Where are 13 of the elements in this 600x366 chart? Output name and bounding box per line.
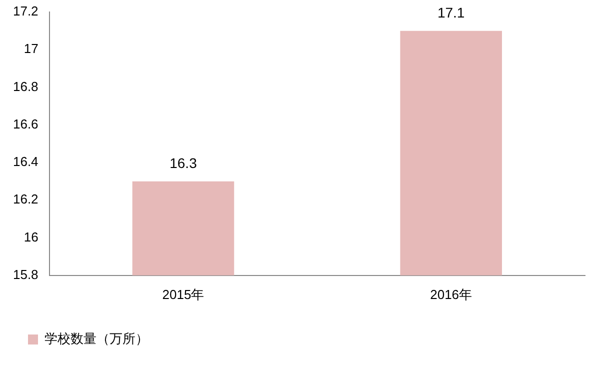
y-tick-label: 15.8 <box>12 266 38 282</box>
y-tick-label: 17 <box>24 41 38 56</box>
y-tick-label: 16 <box>24 229 38 244</box>
data-label: 16.3 <box>170 155 198 172</box>
legend-label: 学校数量（万所） <box>44 331 148 346</box>
y-tick-label: 16.4 <box>12 154 38 170</box>
y-tick-label: 16.2 <box>12 192 38 207</box>
data-label: 17.1 <box>437 4 465 21</box>
y-tick-label: 16.6 <box>12 116 38 132</box>
y-tick-label: 17.2 <box>12 4 38 19</box>
x-tick-label: 2015年 <box>162 286 204 302</box>
x-tick-label: 2016年 <box>430 286 472 302</box>
y-tick-label: 16.8 <box>12 78 38 94</box>
